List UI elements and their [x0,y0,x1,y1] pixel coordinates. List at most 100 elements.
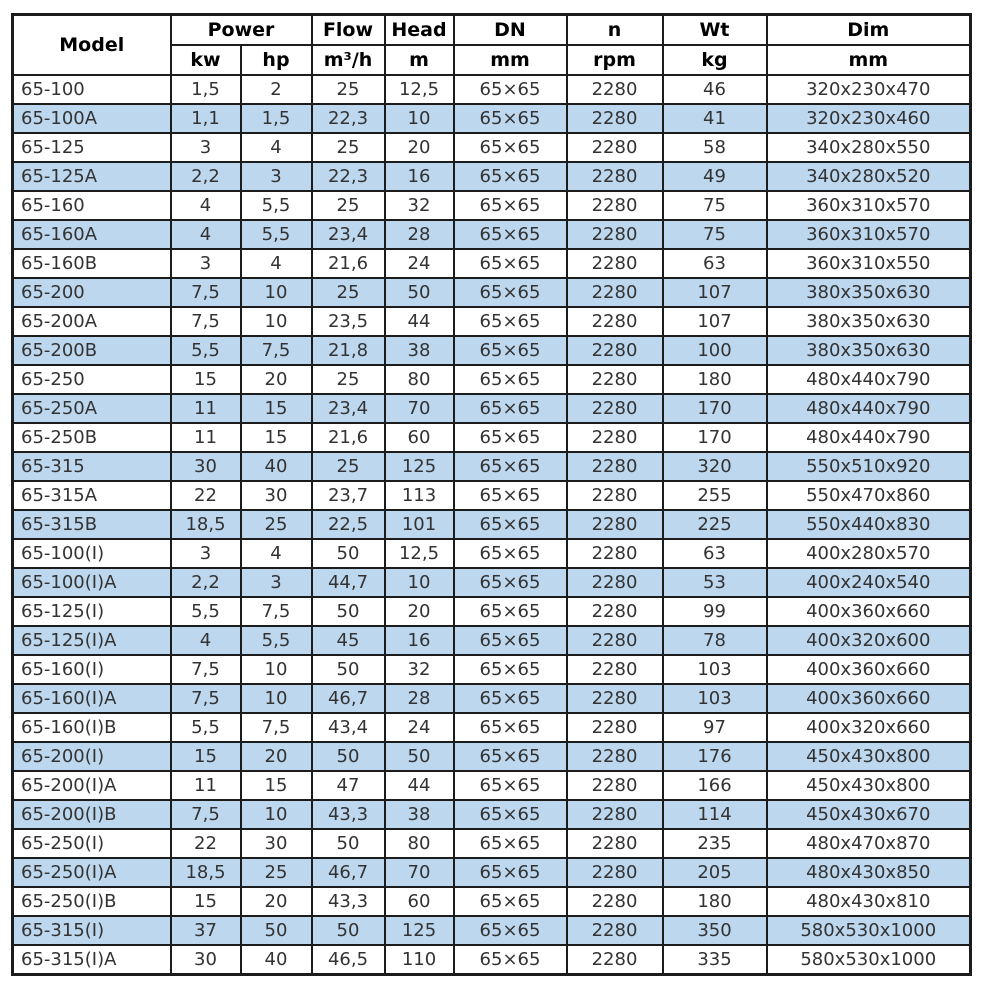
cell-head: 20 [383,132,455,163]
table-row: 65-250 15 20 25 80 65×65 2280 180 480x440x790 [11,364,972,395]
cell-wt: 63 [661,538,768,569]
cell-model: 65-160B [11,248,172,279]
cell-model: 65-315A [11,480,172,511]
header-n: n [565,13,664,46]
cell-model: 65-160A [11,219,172,250]
cell-kw: 22 [169,828,242,859]
cell-kw: 15 [169,741,242,772]
cell-flow: 50 [310,596,386,627]
cell-wt: 180 [661,364,768,395]
cell-flow: 22,5 [310,509,386,540]
cell-dim: 480x470x870 [765,828,972,859]
cell-head: 110 [383,944,455,976]
cell-flow: 25 [310,132,386,163]
cell-head: 70 [383,393,455,424]
cell-kw: 1,1 [169,103,242,134]
cell-kw: 1,5 [169,74,242,105]
header-row-units: kw hp m³/h m mm rpm kg mm [13,44,972,76]
cell-model: 65-100 [11,74,172,105]
cell-head: 38 [383,799,455,830]
cell-kw: 18,5 [169,857,242,888]
cell-flow: 50 [310,741,386,772]
cell-rpm: 2280 [565,190,664,221]
cell-dn: 65×65 [452,364,568,395]
cell-rpm: 2280 [565,567,664,598]
cell-hp: 25 [239,857,313,888]
cell-dn: 65×65 [452,886,568,917]
cell-wt: 335 [661,944,768,976]
cell-hp: 3 [239,161,313,192]
cell-model: 65-200(I)A [11,770,172,801]
cell-rpm: 2280 [565,161,664,192]
cell-kw: 3 [169,132,242,163]
cell-wt: 75 [661,190,768,221]
cell-dn: 65×65 [452,944,568,976]
cell-flow: 23,4 [310,393,386,424]
cell-rpm: 2280 [565,538,664,569]
cell-dim: 320x230x460 [765,103,972,134]
cell-kw: 4 [169,219,242,250]
cell-dn: 65×65 [452,625,568,656]
cell-model: 65-200(I)B [11,799,172,830]
table-row: 65-160 4 5,5 25 32 65×65 2280 75 360x310x570 [11,190,972,221]
cell-kw: 2,2 [169,567,242,598]
cell-dn: 65×65 [452,596,568,627]
cell-kw: 7,5 [169,654,242,685]
cell-hp: 50 [239,915,313,946]
cell-dn: 65×65 [452,857,568,888]
cell-kw: 11 [169,422,242,453]
cell-kw: 5,5 [169,335,242,366]
cell-head: 32 [383,654,455,685]
table-row: 65-160(I) 7,5 10 50 32 65×65 2280 103 400x360x66… [11,654,972,685]
header-flow: Flow [310,13,386,46]
cell-rpm: 2280 [565,451,664,482]
cell-dn: 65×65 [452,799,568,830]
cell-kw: 2,2 [169,161,242,192]
cell-rpm: 2280 [565,306,664,337]
cell-wt: 63 [661,248,768,279]
cell-wt: 49 [661,161,768,192]
cell-dim: 480x440x790 [765,393,972,424]
cell-dn: 65×65 [452,306,568,337]
cell-flow: 25 [310,74,386,105]
cell-hp: 30 [239,828,313,859]
cell-dn: 65×65 [452,828,568,859]
cell-kw: 22 [169,480,242,511]
table-row: 65-200B 5,5 7,5 21,8 38 65×65 2280 100 380x350x6… [11,335,972,366]
cell-dn: 65×65 [452,132,568,163]
cell-hp: 7,5 [239,335,313,366]
cell-wt: 350 [661,915,768,946]
cell-model: 65-100(I)A [11,567,172,598]
table-row: 65-200(I) 15 20 50 50 65×65 2280 176 450x430x800 [11,741,972,772]
cell-hp: 4 [239,248,313,279]
cell-model: 65-315 [11,451,172,482]
cell-head: 44 [383,770,455,801]
cell-head: 70 [383,857,455,888]
cell-dn: 65×65 [452,422,568,453]
cell-rpm: 2280 [565,364,664,395]
cell-rpm: 2280 [565,132,664,163]
table-row: 65-100 1,5 2 25 12,5 65×65 2280 46 320x230x470 [11,74,972,105]
cell-dim: 400x320x660 [765,712,972,743]
cell-rpm: 2280 [565,74,664,105]
cell-dim: 480x440x790 [765,364,972,395]
cell-dim: 400x360x660 [765,596,972,627]
cell-dn: 65×65 [452,712,568,743]
header-power: Power [169,13,313,46]
cell-rpm: 2280 [565,480,664,511]
cell-flow: 25 [310,451,386,482]
cell-dn: 65×65 [452,509,568,540]
cell-flow: 46,5 [310,944,386,976]
cell-rpm: 2280 [565,277,664,308]
cell-dn: 65×65 [452,103,568,134]
cell-hp: 10 [239,306,313,337]
cell-head: 12,5 [383,74,455,105]
table-row: 65-100(I) 3 4 50 12,5 65×65 2280 63 400x280x570 [11,538,972,569]
cell-rpm: 2280 [565,422,664,453]
cell-model: 65-200 [11,277,172,308]
cell-dn: 65×65 [452,654,568,685]
cell-kw: 4 [169,625,242,656]
table-row: 65-250(I) 22 30 50 80 65×65 2280 235 480x470x870 [11,828,972,859]
cell-wt: 75 [661,219,768,250]
cell-wt: 107 [661,277,768,308]
